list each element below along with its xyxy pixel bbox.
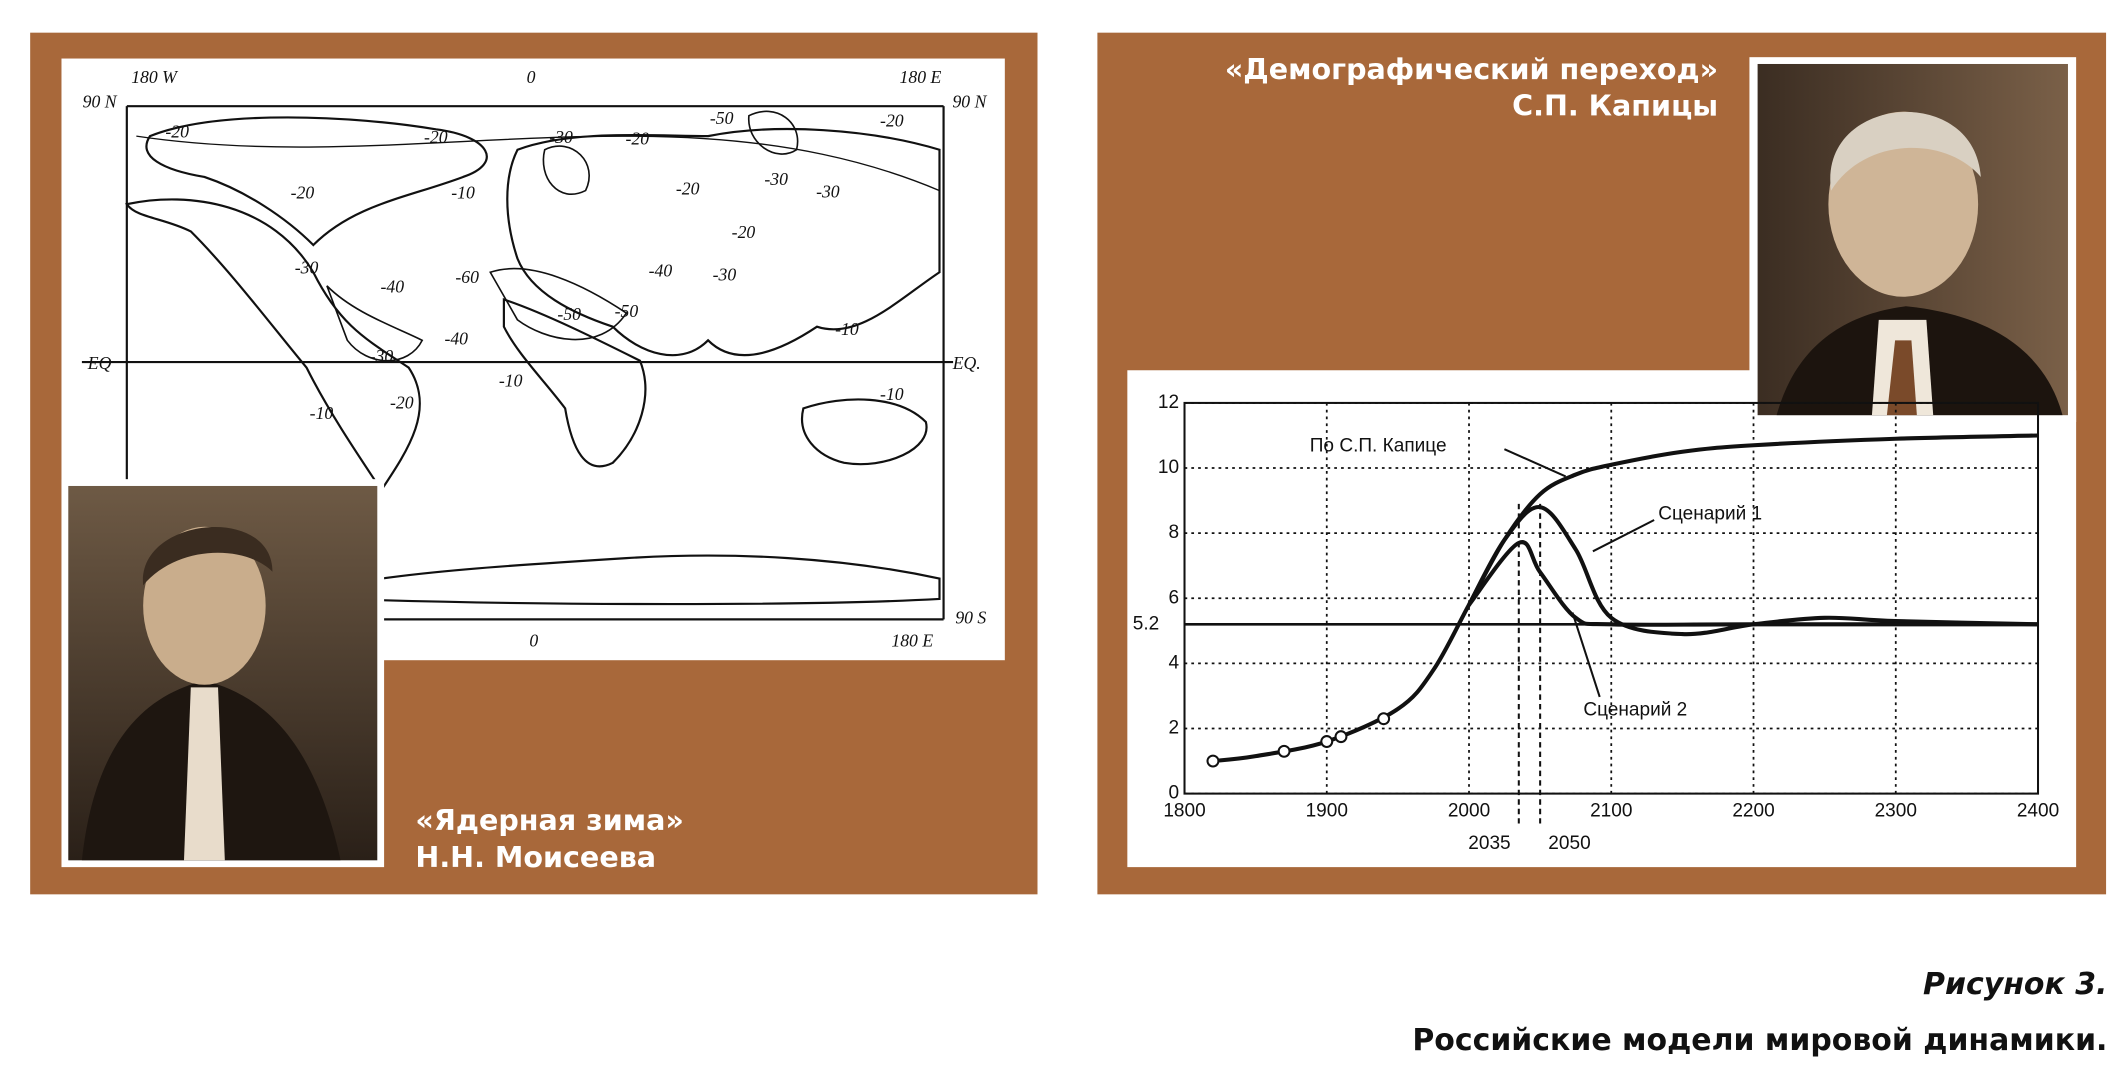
map-top-label: 180 W bbox=[131, 67, 179, 87]
series-label: Сценарий 2 bbox=[1583, 700, 1687, 721]
map-bottom-label: 180 E bbox=[891, 631, 933, 651]
map-left-label: 90 N bbox=[83, 92, 118, 112]
right-caption-author: С.П. Капицы bbox=[1512, 89, 1718, 123]
map-contour-label: -50 bbox=[557, 304, 581, 324]
map-right-label: 90 N bbox=[952, 92, 987, 112]
marker-label: 2035 bbox=[1468, 833, 1510, 854]
y-tick-label: 10 bbox=[1158, 457, 1179, 478]
map-contour-label: -20 bbox=[880, 111, 904, 131]
photo-shirt bbox=[183, 687, 225, 861]
y-tick-label: 0 bbox=[1168, 783, 1179, 804]
map-contour-label: -30 bbox=[764, 169, 788, 189]
map-contour-label: -20 bbox=[165, 121, 189, 141]
map-contour-label: -10 bbox=[310, 403, 334, 423]
plot-frame bbox=[1183, 401, 2040, 795]
data-point bbox=[1320, 735, 1334, 748]
y-tick-label: 4 bbox=[1168, 652, 1179, 673]
map-contour-label: -30 bbox=[816, 181, 840, 201]
series-label: По С.П. Капице bbox=[1310, 436, 1447, 457]
y-tick-label: 8 bbox=[1168, 522, 1179, 543]
map-contour-label: -20 bbox=[291, 183, 315, 203]
map-right-label: EQ. bbox=[952, 353, 981, 373]
x-tick-label: 2000 bbox=[1448, 800, 1490, 821]
map-contour-label: -60 bbox=[455, 267, 479, 287]
chart-background bbox=[1127, 370, 2077, 868]
map-contour-label: -10 bbox=[499, 371, 523, 391]
figure-number: Рисунок 3. bbox=[1923, 967, 2107, 1002]
x-tick-label: 2300 bbox=[1875, 800, 1917, 821]
data-point bbox=[1206, 754, 1220, 768]
series-label: Сценарий 1 bbox=[1658, 504, 1762, 525]
map-contour-label: -20 bbox=[676, 179, 700, 199]
photo-hair bbox=[1830, 111, 1981, 191]
map-contour-label: -10 bbox=[451, 183, 475, 203]
figure-title: Российские модели мировой динамики. bbox=[1412, 1023, 2107, 1058]
map-contour-label: -10 bbox=[880, 384, 904, 404]
x-tick-label: 1900 bbox=[1306, 800, 1348, 821]
photo-moiseev bbox=[61, 479, 385, 868]
left-caption-author: Н.Н. Моисеева bbox=[415, 840, 656, 874]
map-bottom-label: 0 bbox=[529, 631, 538, 651]
annotation-arrow bbox=[1592, 519, 1655, 553]
map-contour-label: -40 bbox=[380, 277, 404, 297]
map-contour-label: -30 bbox=[713, 264, 737, 284]
y-tick-label: 2 bbox=[1168, 718, 1179, 739]
right-caption-title: «Демографический переход» bbox=[1225, 52, 1718, 86]
map-contour-label: -50 bbox=[710, 108, 734, 128]
map-contour-label: -40 bbox=[649, 260, 673, 280]
reference-label: 5.2 bbox=[1133, 613, 1159, 634]
photo-hair bbox=[142, 526, 273, 586]
map-contour-label: -30 bbox=[370, 346, 394, 366]
map-contour-label: -10 bbox=[835, 319, 859, 339]
x-tick-label: 2400 bbox=[2017, 800, 2059, 821]
map-contour-label: -30 bbox=[549, 127, 573, 147]
map-contour-label: -20 bbox=[732, 222, 756, 242]
map-contour-label: -50 bbox=[615, 301, 639, 321]
annotation-arrow bbox=[1571, 612, 1601, 698]
marker-label: 2050 bbox=[1548, 833, 1590, 854]
map-contour-label: -20 bbox=[390, 392, 414, 412]
map-contour-label: -30 bbox=[295, 258, 319, 278]
map-contour-label: -20 bbox=[424, 127, 448, 147]
x-tick-label: 2100 bbox=[1590, 800, 1632, 821]
photo-kapitsa bbox=[1749, 57, 2077, 422]
photo-tie bbox=[1886, 340, 1917, 416]
map-contour-label: -40 bbox=[444, 328, 468, 348]
annotation-arrow bbox=[1503, 448, 1567, 478]
left-caption-title: «Ядерная зима» bbox=[415, 803, 683, 837]
photo-face bbox=[143, 526, 266, 685]
map-top-label: 180 E bbox=[900, 67, 942, 87]
series-line bbox=[1467, 505, 2039, 637]
series-line bbox=[1467, 540, 2039, 627]
map-contour-label: -20 bbox=[626, 128, 650, 148]
data-point bbox=[1277, 744, 1291, 758]
chart: 0 2 4 6 8 10 12 1800 1900 2000 2100 2200 2300 2400 5.2… bbox=[1133, 392, 2059, 854]
map-left-label: EQ bbox=[87, 353, 112, 373]
x-tick-label: 1800 bbox=[1163, 800, 1205, 821]
y-tick-label: 12 bbox=[1158, 392, 1179, 413]
data-point bbox=[1334, 730, 1348, 744]
map-top-label: 0 bbox=[527, 67, 536, 87]
y-tick-label: 6 bbox=[1168, 587, 1179, 608]
x-tick-label: 2200 bbox=[1732, 800, 1774, 821]
map-right-label: 90 S bbox=[955, 607, 986, 627]
data-point bbox=[1377, 712, 1391, 726]
